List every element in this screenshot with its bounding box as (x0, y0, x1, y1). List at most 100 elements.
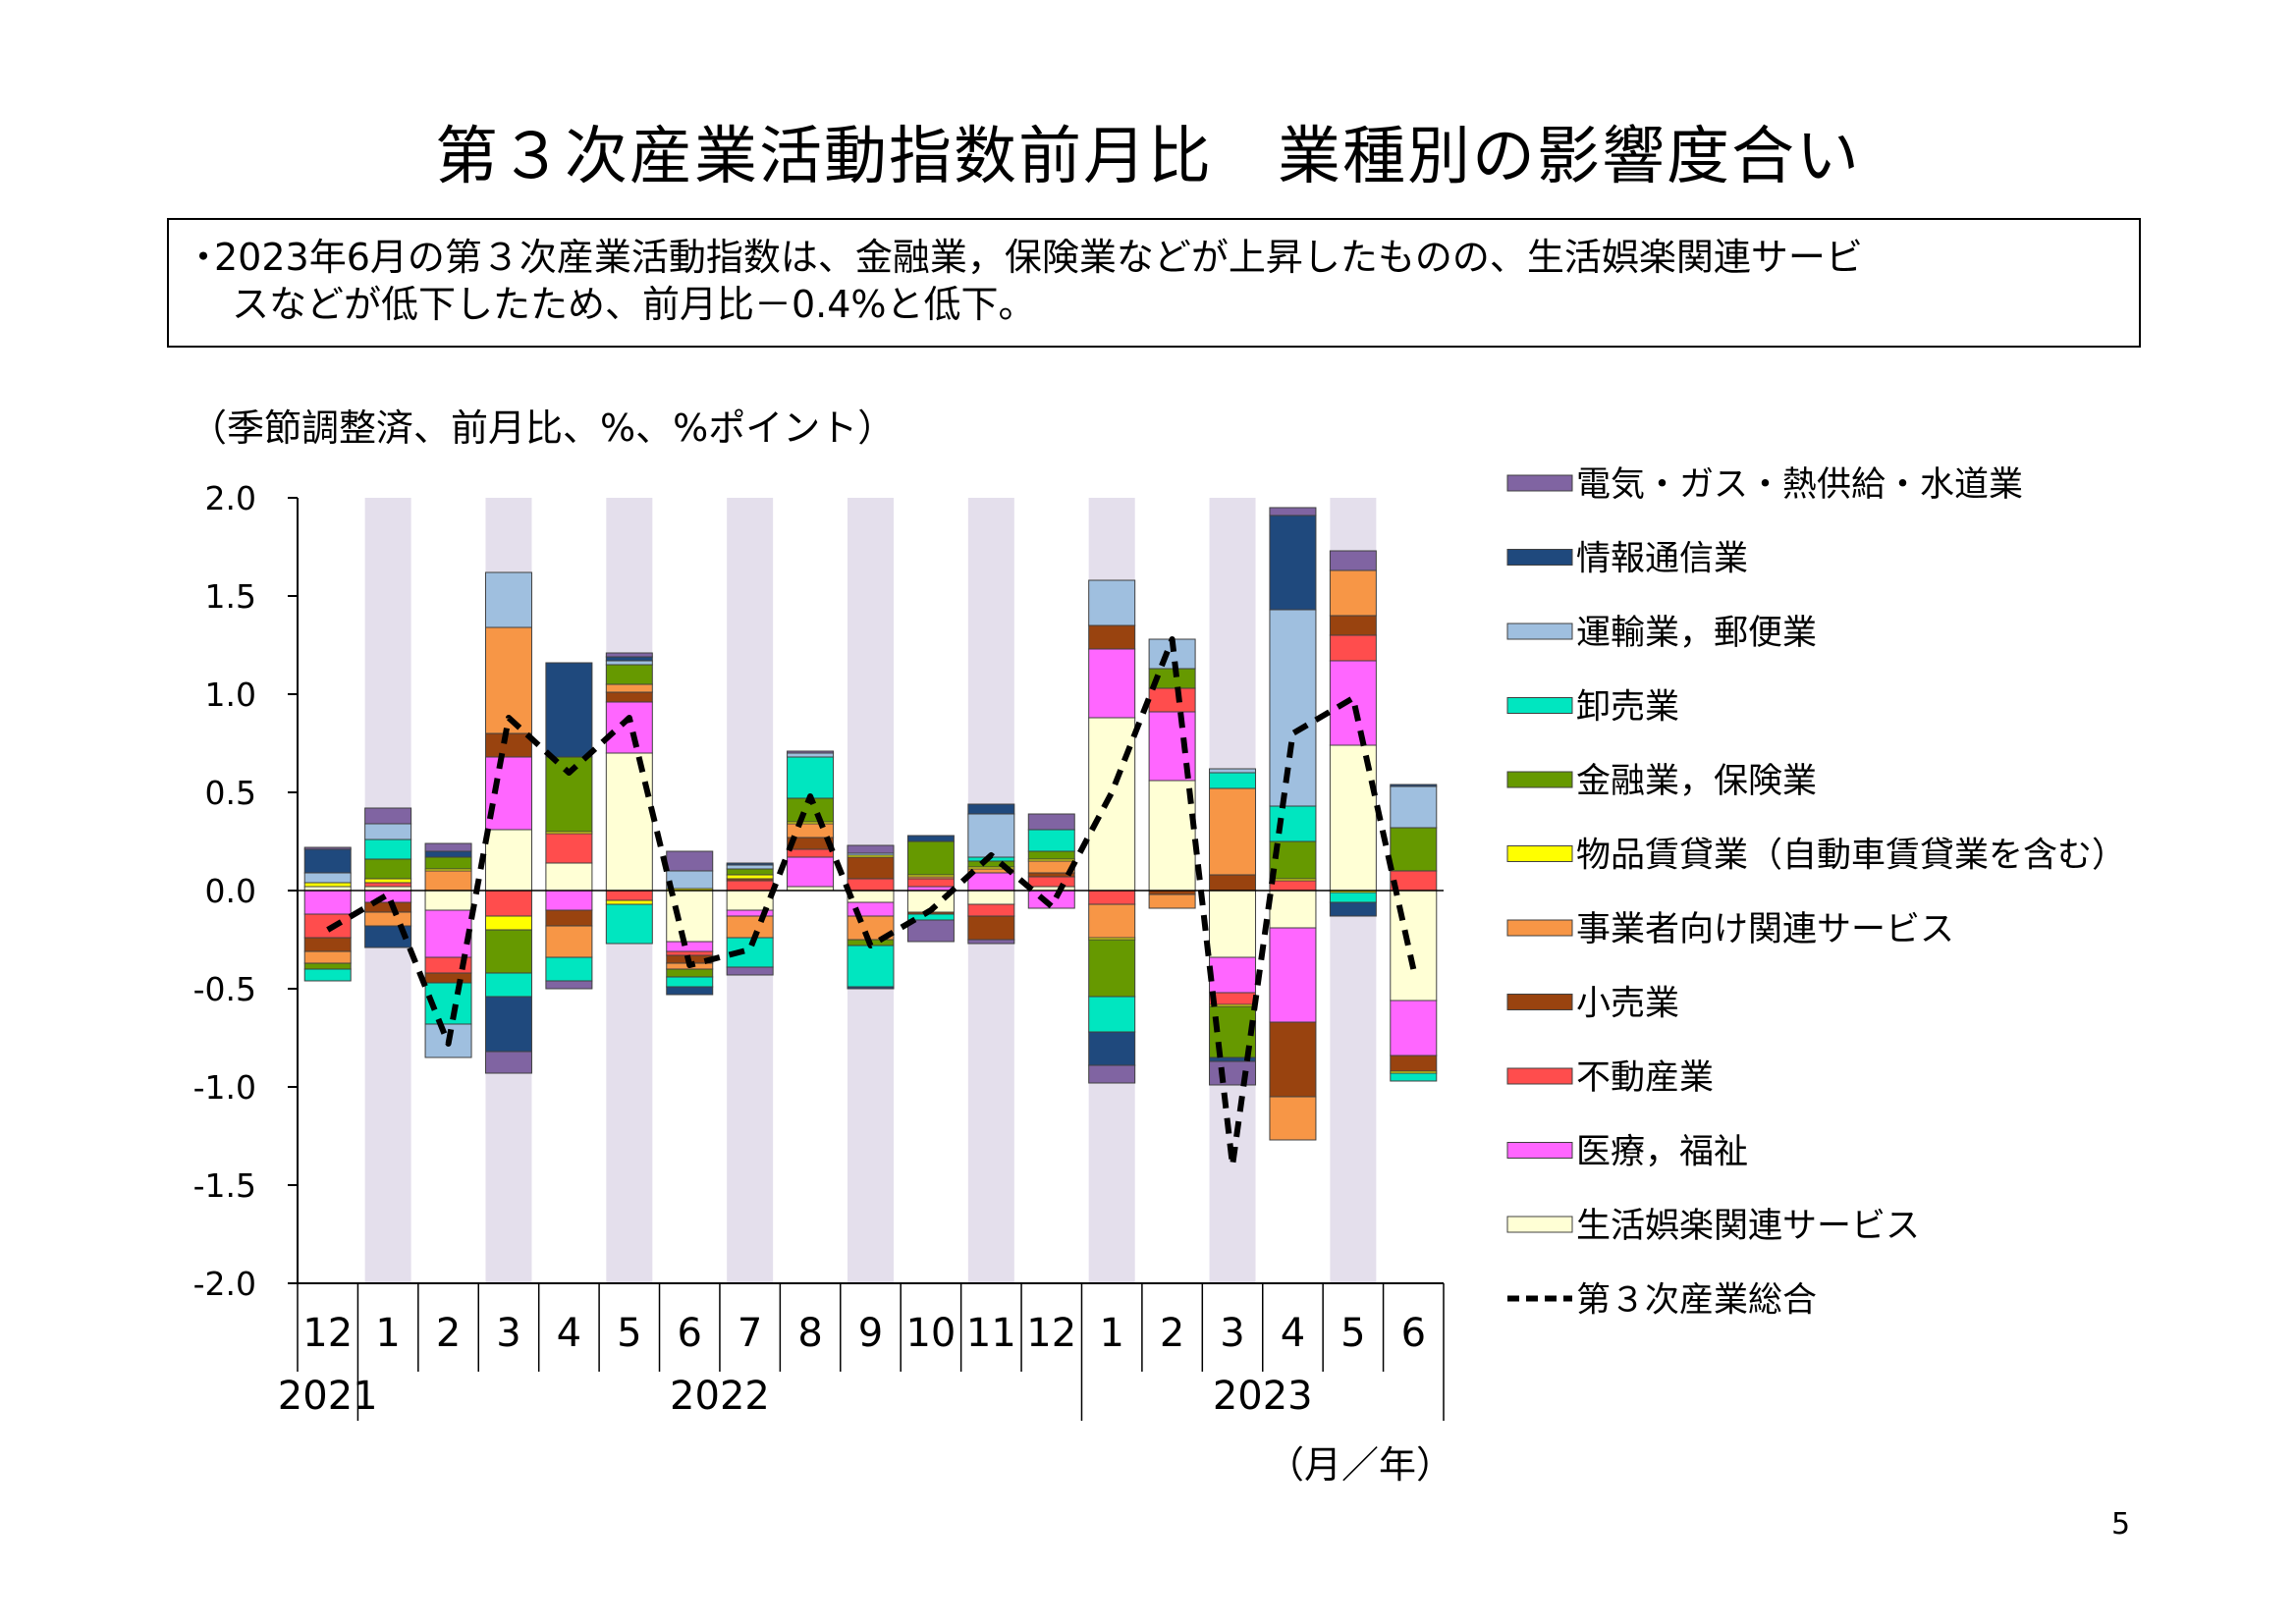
bar-segment (1329, 550, 1377, 571)
y-tick-label: -1.5 (193, 1166, 256, 1205)
bar-segment (1088, 1064, 1136, 1084)
bar-segment (666, 888, 714, 892)
bar-segment (1329, 634, 1377, 662)
bar-segment (484, 829, 532, 892)
bar-segment (1269, 878, 1317, 882)
bar-segment (1209, 1060, 1257, 1086)
bar-segment (1329, 890, 1377, 893)
bar-segment (847, 856, 895, 880)
bar-segment (847, 915, 895, 941)
bar-segment (545, 956, 593, 982)
bar-segment (1329, 744, 1377, 892)
bar-segment (424, 868, 472, 872)
bar-segment (1390, 785, 1438, 829)
bar-segment (666, 986, 714, 996)
bar-segment (364, 901, 412, 913)
bar-segment (787, 856, 835, 888)
bar-segment (847, 844, 895, 854)
shade-column (727, 498, 774, 1283)
bar-segment (303, 950, 352, 964)
bar-segment (1390, 1070, 1438, 1074)
bar-segment (967, 868, 1015, 874)
x-tick-label: 9 (858, 1311, 883, 1356)
bar-segment (364, 823, 412, 840)
bar-segment (666, 954, 714, 964)
bar-segment (1088, 579, 1136, 626)
legend-label: 小売業 (1576, 985, 1679, 1024)
bar-segment (303, 848, 352, 874)
shade-column (1330, 498, 1377, 1283)
shade-column (364, 498, 411, 1283)
y-tick-label: 0.0 (205, 872, 256, 910)
bar-segment (967, 813, 1015, 858)
bar-segment (726, 909, 774, 917)
bar-segment (424, 856, 472, 870)
x-tick-label: 10 (905, 1311, 956, 1356)
bar-segment (605, 752, 653, 892)
bar-segment (1329, 615, 1377, 636)
bar-segment (545, 833, 593, 864)
bar-segment (424, 890, 472, 911)
bar-segment (1269, 507, 1317, 516)
bar-segment (666, 890, 714, 943)
bar-segment (726, 864, 774, 870)
bar-segment (787, 752, 835, 758)
shade-column (847, 498, 894, 1283)
bar-segment (484, 571, 532, 628)
bar-segment (666, 968, 714, 978)
bar-segment (424, 909, 472, 958)
y-tick-label: 1.0 (205, 676, 256, 714)
bar-segment (1209, 874, 1257, 892)
bar-segment (303, 913, 352, 939)
bar-segment (303, 937, 352, 952)
bar-segment (364, 878, 412, 884)
bar-segment (484, 972, 532, 998)
bar-segment (1269, 890, 1317, 929)
bar-segment (605, 903, 653, 945)
bar-segment (545, 925, 593, 958)
bar-segment (1269, 514, 1317, 611)
bar-segment (484, 756, 532, 831)
bar-segment (726, 874, 774, 880)
bar-segment (364, 882, 412, 888)
legend-swatch (1506, 474, 1573, 492)
bar-segment (666, 962, 714, 970)
bar-segment (545, 980, 593, 990)
bar-segment (1027, 876, 1075, 888)
bar-segment (906, 913, 955, 921)
bar-segment (1148, 711, 1196, 782)
bar-segment (1329, 660, 1377, 746)
bar-segment (1390, 1055, 1438, 1072)
bar-segment (967, 803, 1015, 815)
legend-swatch (1506, 549, 1573, 566)
bar-segment (1088, 624, 1136, 650)
bar-segment (906, 876, 955, 880)
legend-swatch (1506, 623, 1573, 640)
total-line (326, 636, 1417, 1168)
bar-segment (1027, 886, 1075, 892)
x-tick-label: 5 (617, 1311, 641, 1356)
x-tick-label: 7 (738, 1311, 762, 1356)
bar-segment (847, 901, 895, 917)
legend-swatch (1506, 1067, 1573, 1085)
y-tick-label: -2.0 (193, 1265, 256, 1303)
bar-segment (906, 840, 955, 876)
bar-segment (906, 835, 955, 842)
bar-segment (666, 950, 714, 956)
bar-segment (364, 890, 412, 903)
bar-segment (1027, 860, 1075, 874)
legend-swatch (1506, 1216, 1573, 1233)
legend-label: 生活娯楽関連サービス (1576, 1207, 1920, 1246)
bar-segment (726, 890, 774, 911)
y-tick-label: 0.5 (205, 774, 256, 812)
note-line-1: 2023年6月の第３次産業活動指数は、金融業，保険業などが上昇したものの、生活娯… (214, 236, 1863, 279)
bar-segment (364, 858, 412, 880)
shade-column (1209, 498, 1256, 1283)
bar-segment (1329, 892, 1377, 903)
bar-segment (967, 866, 1015, 870)
legend-label: 事業者向け関連サービス (1576, 910, 1954, 949)
y-tick-label: -0.5 (193, 970, 256, 1008)
bar-segment (545, 831, 593, 835)
bar-segment (605, 890, 653, 901)
bar-segment (726, 878, 774, 882)
